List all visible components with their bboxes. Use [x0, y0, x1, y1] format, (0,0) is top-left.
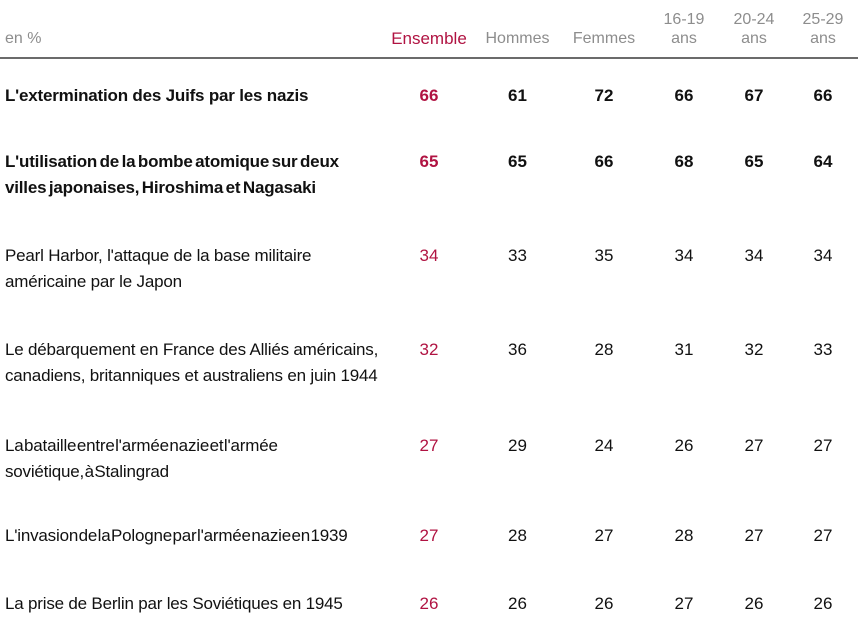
row-label: Le débarquement en France des Alliés amé… [5, 340, 379, 385]
value-cell-25-29: 33 [813, 340, 833, 359]
value-cell-16-19: 26 [674, 436, 694, 455]
value-cell-ensemble: 27 [419, 436, 439, 455]
table-row: La prise de Berlin par les Soviétiques e… [0, 549, 858, 617]
value-cell-femmes: 66 [594, 152, 614, 171]
table-row: L'utilisation de la bombe atomique sur d… [0, 109, 858, 201]
column-header-femmes: Femmes [572, 30, 636, 47]
column-header-20-24: 20-24 ans [733, 11, 775, 47]
value-cell-ensemble: 27 [419, 526, 439, 545]
value-cell-20-24: 27 [744, 436, 764, 455]
value-cell-16-19: 28 [674, 526, 694, 545]
row-label: L'extermination des Juifs par les nazis [5, 86, 309, 105]
value-cell-femmes: 35 [594, 246, 614, 265]
row-label: Pearl Harbor, l'attaque de la base milit… [5, 246, 312, 291]
row-label: L'invasion de la Pologne par l'armée naz… [5, 526, 348, 545]
value-cell-femmes: 27 [594, 526, 614, 545]
value-cell-hommes: 65 [508, 152, 527, 171]
value-cell-ensemble: 26 [419, 594, 439, 613]
row-label: La bataille entre l'armée nazie et l'arm… [5, 436, 278, 481]
value-cell-16-19: 27 [674, 594, 694, 613]
value-cell-ensemble: 32 [419, 340, 439, 359]
value-cell-ensemble: 65 [419, 152, 439, 171]
value-cell-hommes: 28 [508, 526, 527, 545]
value-cell-ensemble: 34 [419, 246, 439, 265]
value-cell-20-24: 27 [744, 526, 764, 545]
value-cell-femmes: 26 [594, 594, 614, 613]
column-header-16-19: 16-19 ans [663, 11, 705, 47]
table-row: L'extermination des Juifs par les nazis … [0, 58, 858, 109]
unit-label: en % [5, 30, 42, 47]
value-cell-25-29: 34 [813, 246, 833, 265]
table-row: Pearl Harbor, l'attaque de la base milit… [0, 201, 858, 295]
value-cell-femmes: 72 [594, 86, 614, 105]
value-cell-femmes: 28 [594, 340, 614, 359]
value-cell-20-24: 26 [744, 594, 764, 613]
value-cell-20-24: 67 [744, 86, 764, 105]
value-cell-ensemble: 66 [419, 86, 439, 105]
row-label: La prise de Berlin par les Soviétiques e… [5, 594, 343, 613]
column-header-hommes: Hommes [485, 30, 550, 47]
value-cell-femmes: 24 [594, 436, 614, 455]
value-cell-25-29: 26 [813, 594, 833, 613]
value-cell-16-19: 34 [674, 246, 694, 265]
table-row: L'invasion de la Pologne par l'armée naz… [0, 485, 858, 549]
value-cell-hommes: 36 [508, 340, 527, 359]
table-row: Le débarquement en France des Alliés amé… [0, 295, 858, 389]
value-cell-hommes: 29 [508, 436, 527, 455]
value-cell-20-24: 34 [744, 246, 764, 265]
value-cell-25-29: 27 [813, 526, 833, 545]
value-cell-25-29: 27 [813, 436, 833, 455]
value-cell-hommes: 33 [508, 246, 527, 265]
value-cell-16-19: 31 [674, 340, 694, 359]
value-cell-hommes: 61 [508, 86, 527, 105]
row-label: L'utilisation de la bombe atomique sur d… [5, 152, 339, 197]
value-cell-20-24: 65 [744, 152, 764, 171]
value-cell-20-24: 32 [744, 340, 764, 359]
header-row: en % Ensemble Hommes Femmes 16-19 ans 20… [0, 0, 858, 58]
column-header-25-29: 25-29 ans [802, 11, 844, 47]
value-cell-25-29: 64 [813, 152, 833, 171]
table-row: La bataille entre l'armée nazie et l'arm… [0, 389, 858, 485]
value-cell-hommes: 26 [508, 594, 527, 613]
value-cell-16-19: 66 [674, 86, 694, 105]
value-cell-25-29: 66 [813, 86, 833, 105]
column-header-ensemble: Ensemble [391, 29, 467, 48]
value-cell-16-19: 68 [674, 152, 694, 171]
